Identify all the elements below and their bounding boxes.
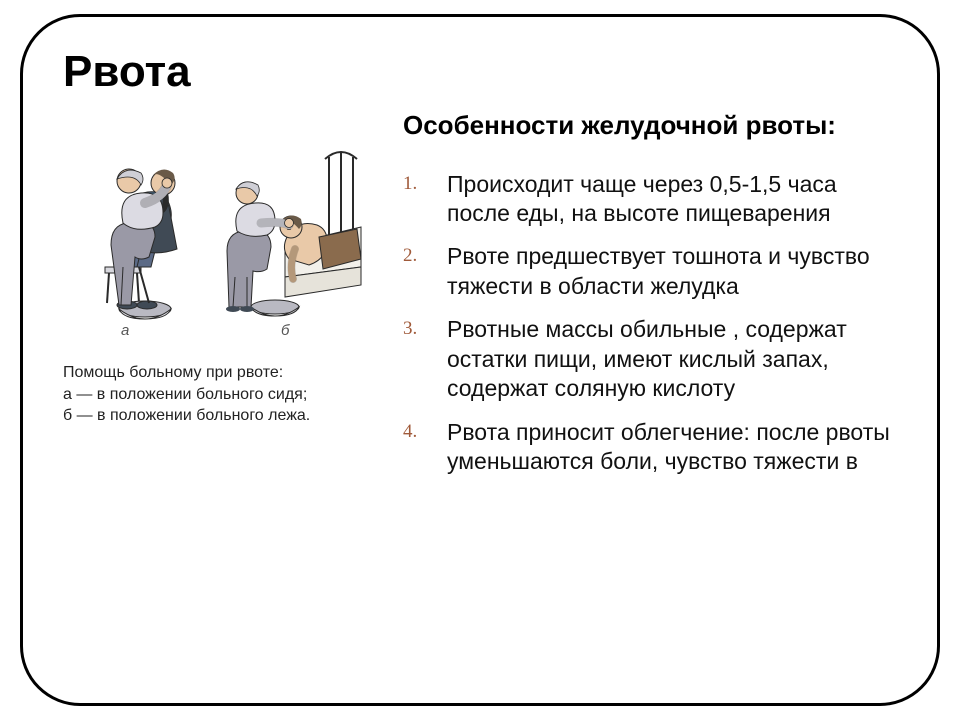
care-illustration: а б: [63, 107, 373, 347]
feature-item: Происходит чаще через 0,5-1,5 часа после…: [447, 170, 897, 229]
text-column: Особенности желудочной рвоты: Происходит…: [403, 107, 897, 490]
slide-title: Рвота: [63, 47, 897, 97]
caption-line-b: б — в положении больного лежа.: [63, 405, 373, 427]
fig-label-a: а: [121, 322, 129, 339]
slide-frame: Рвота: [20, 14, 940, 706]
caption-line-a: а — в положении больного сидя;: [63, 384, 373, 406]
content-columns: а б Помощь больному при рвоте: а — в пол…: [63, 107, 897, 490]
caption-title: Помощь больному при рвоте:: [63, 362, 373, 384]
features-list: Происходит чаще через 0,5-1,5 часа после…: [403, 170, 897, 477]
illustration-caption: Помощь больному при рвоте: а — в положен…: [63, 362, 373, 427]
section-subtitle: Особенности желудочной рвоты:: [403, 109, 897, 142]
illustration-column: а б Помощь больному при рвоте: а — в пол…: [63, 107, 373, 490]
feature-item: Рвота приносит облегчение: после рвоты у…: [447, 418, 897, 477]
fig-label-b: б: [281, 322, 290, 339]
feature-item: Рвоте предшествует тошнота и чувство тяж…: [447, 242, 897, 301]
feature-item: Рвотные массы обильные , содержат остатк…: [447, 315, 897, 403]
